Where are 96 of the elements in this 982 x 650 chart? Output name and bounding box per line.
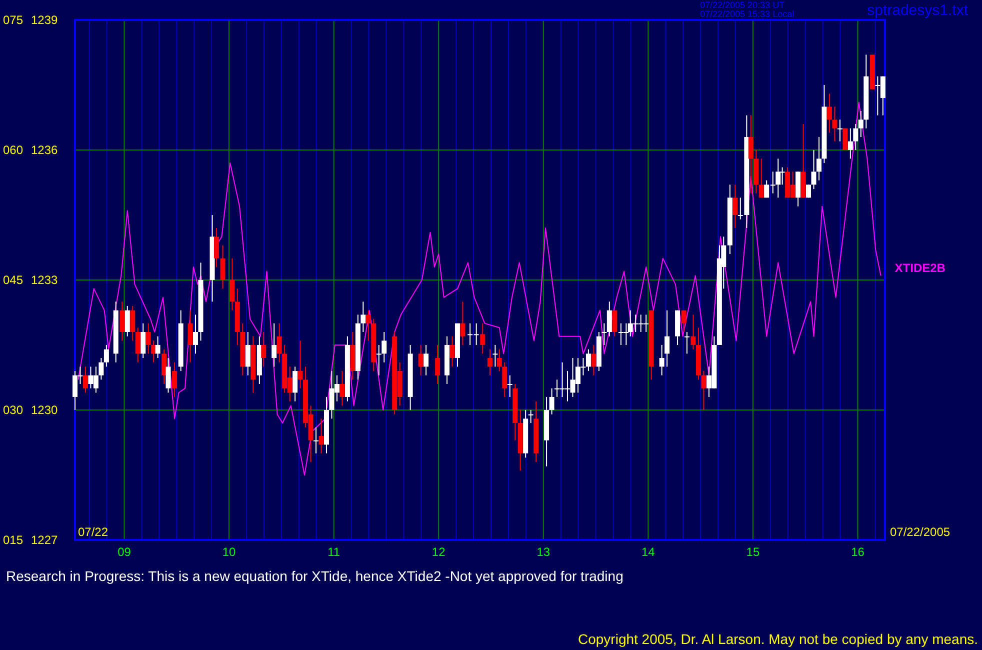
candlestick bbox=[606, 301, 612, 337]
candlestick bbox=[748, 114, 754, 194]
text: Copyright 2005, Dr. Al Larson. May not be copied by any means. bbox=[578, 631, 978, 647]
candlestick bbox=[104, 344, 109, 368]
candlestick bbox=[811, 150, 816, 190]
y-tick-label: 1230 bbox=[31, 403, 58, 418]
candlestick bbox=[314, 426, 319, 454]
candlestick bbox=[806, 184, 812, 198]
y-tick-label: 1227 bbox=[31, 533, 58, 548]
text: 07/22/2005 20:33 UT bbox=[700, 0, 786, 10]
annotation: 07/22 bbox=[78, 525, 108, 539]
candlestick bbox=[591, 344, 596, 376]
candlestick bbox=[340, 370, 345, 406]
candlestick bbox=[549, 388, 554, 415]
x-tick-label: 16 bbox=[851, 545, 865, 559]
y2-tick-label: 015 bbox=[3, 533, 24, 548]
candlestick bbox=[602, 322, 607, 346]
candlestick bbox=[135, 327, 140, 363]
candlestick bbox=[220, 244, 226, 290]
candlestick bbox=[155, 336, 160, 358]
candlestick bbox=[376, 344, 382, 376]
candlestick bbox=[366, 310, 371, 342]
y2-tick-label: 075 bbox=[3, 13, 24, 28]
candlestick bbox=[124, 306, 130, 337]
candlestick bbox=[193, 314, 198, 354]
candlestick bbox=[82, 366, 88, 394]
x-tick-label: 13 bbox=[536, 545, 550, 559]
candlestick bbox=[140, 322, 146, 358]
x-tick-label: 14 bbox=[642, 545, 656, 559]
candlestick bbox=[261, 332, 266, 368]
candlestick bbox=[776, 158, 781, 198]
candlestick bbox=[487, 348, 492, 376]
candlestick bbox=[848, 128, 853, 160]
text: 07/22/2005 15:33 Local bbox=[700, 9, 794, 19]
candlestick bbox=[738, 197, 743, 220]
text: Research in Progress: This is a new equation for XTide, hence XTide2 -Not yet approved for trading bbox=[6, 568, 624, 584]
x-tick-label: 10 bbox=[222, 545, 236, 559]
candlestick bbox=[120, 301, 125, 342]
y-tick-label: 1239 bbox=[31, 13, 58, 28]
candlestick bbox=[424, 344, 429, 376]
candlestick bbox=[245, 332, 250, 376]
y-tick-label: 1233 bbox=[31, 273, 58, 288]
y2-tick-label: 045 bbox=[3, 273, 24, 288]
text: sptradesys1.txt bbox=[867, 2, 969, 19]
candlestick bbox=[681, 310, 686, 332]
candlestick bbox=[758, 158, 764, 198]
candlestick bbox=[146, 322, 151, 354]
candlestick bbox=[418, 344, 424, 376]
candlestick bbox=[130, 306, 136, 342]
candlestick bbox=[460, 301, 466, 346]
x-tick-label: 12 bbox=[432, 545, 446, 559]
candlestick bbox=[360, 301, 366, 332]
candlestick bbox=[318, 418, 324, 454]
text: 07/22/2005 bbox=[890, 525, 950, 539]
candlestick bbox=[276, 322, 282, 363]
x-tick-label: 09 bbox=[118, 545, 132, 559]
candlestick bbox=[382, 332, 387, 363]
candlestick bbox=[659, 344, 664, 376]
candlestick bbox=[98, 358, 104, 380]
candlestick bbox=[858, 110, 864, 138]
candlestick bbox=[214, 228, 219, 268]
candlestick bbox=[298, 340, 303, 389]
candlestick bbox=[853, 124, 858, 150]
candlestick bbox=[826, 93, 832, 134]
candlestick bbox=[690, 314, 696, 350]
y2-tick-label: 060 bbox=[3, 143, 24, 158]
candlestick bbox=[450, 336, 455, 368]
candlestick bbox=[832, 106, 838, 142]
candlestick bbox=[435, 344, 440, 384]
x-tick-label: 15 bbox=[746, 545, 760, 559]
candlestick bbox=[292, 366, 298, 402]
candlestick bbox=[586, 348, 591, 372]
candlestick bbox=[172, 362, 178, 398]
x-tick-label: 11 bbox=[328, 545, 340, 559]
candlestick bbox=[732, 184, 738, 228]
candlestick bbox=[166, 358, 171, 394]
candlestick bbox=[528, 410, 534, 424]
candlestick bbox=[230, 258, 235, 311]
candlestick bbox=[612, 310, 618, 337]
candlestick bbox=[162, 348, 167, 384]
candlestick bbox=[837, 119, 842, 142]
candlestick bbox=[684, 332, 690, 354]
y-tick-label: 1236 bbox=[31, 143, 58, 158]
candlestick bbox=[816, 136, 822, 181]
candlestick bbox=[664, 310, 670, 368]
candlestick bbox=[701, 370, 706, 410]
candlestick bbox=[480, 322, 486, 354]
candlestick bbox=[502, 362, 508, 398]
candlestick bbox=[272, 322, 277, 368]
candlestick bbox=[188, 310, 193, 363]
series-label: XTIDE2B bbox=[894, 260, 946, 275]
y2-tick-label: 030 bbox=[3, 403, 24, 418]
candlestick bbox=[507, 374, 512, 398]
candlestick bbox=[492, 344, 498, 368]
candlestick bbox=[496, 348, 502, 372]
candlestick bbox=[780, 166, 785, 186]
